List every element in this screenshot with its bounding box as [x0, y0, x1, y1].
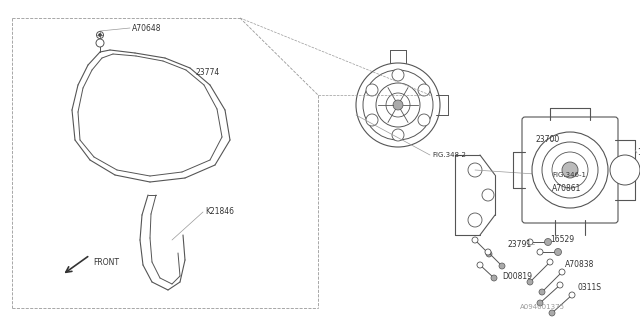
- Circle shape: [468, 163, 482, 177]
- Text: 23791: 23791: [508, 240, 532, 249]
- Circle shape: [549, 310, 555, 316]
- Circle shape: [542, 142, 598, 198]
- Circle shape: [366, 114, 378, 126]
- Circle shape: [386, 93, 410, 117]
- Text: A70838: A70838: [565, 260, 595, 269]
- Circle shape: [376, 83, 420, 127]
- Circle shape: [539, 289, 545, 295]
- Text: A70648: A70648: [132, 24, 161, 33]
- Circle shape: [537, 249, 543, 255]
- Text: 23700: 23700: [535, 135, 559, 144]
- Circle shape: [485, 249, 491, 255]
- Circle shape: [545, 238, 552, 245]
- Circle shape: [499, 263, 505, 269]
- Text: FIG.346-1: FIG.346-1: [552, 172, 586, 178]
- Circle shape: [557, 282, 563, 288]
- Circle shape: [532, 132, 608, 208]
- Circle shape: [356, 63, 440, 147]
- Circle shape: [393, 100, 403, 110]
- Circle shape: [547, 259, 553, 265]
- Text: 16529: 16529: [550, 235, 574, 244]
- Text: FIG.348-2: FIG.348-2: [432, 152, 466, 158]
- Text: 23774: 23774: [195, 68, 220, 77]
- Text: K21846: K21846: [205, 207, 234, 216]
- Circle shape: [552, 152, 588, 188]
- Circle shape: [418, 114, 430, 126]
- Circle shape: [482, 189, 494, 201]
- Text: 0311S: 0311S: [577, 283, 601, 292]
- Circle shape: [527, 239, 533, 245]
- Text: 11717: 11717: [637, 148, 640, 157]
- Text: A094001375: A094001375: [520, 304, 565, 310]
- FancyBboxPatch shape: [522, 117, 618, 223]
- Circle shape: [477, 262, 483, 268]
- Circle shape: [366, 84, 378, 96]
- Circle shape: [363, 70, 433, 140]
- Circle shape: [554, 249, 561, 255]
- Text: D00819: D00819: [502, 272, 532, 281]
- Circle shape: [562, 162, 578, 178]
- Text: A70861: A70861: [552, 184, 581, 193]
- Circle shape: [418, 84, 430, 96]
- Circle shape: [491, 275, 497, 281]
- Circle shape: [486, 251, 492, 257]
- Circle shape: [468, 213, 482, 227]
- Circle shape: [392, 69, 404, 81]
- Circle shape: [527, 279, 533, 285]
- Circle shape: [97, 31, 104, 38]
- Circle shape: [99, 34, 102, 36]
- Circle shape: [569, 292, 575, 298]
- Circle shape: [537, 300, 543, 306]
- Circle shape: [472, 237, 478, 243]
- Circle shape: [392, 129, 404, 141]
- Text: FRONT: FRONT: [93, 258, 119, 267]
- Circle shape: [96, 39, 104, 47]
- Circle shape: [610, 155, 640, 185]
- Circle shape: [559, 269, 565, 275]
